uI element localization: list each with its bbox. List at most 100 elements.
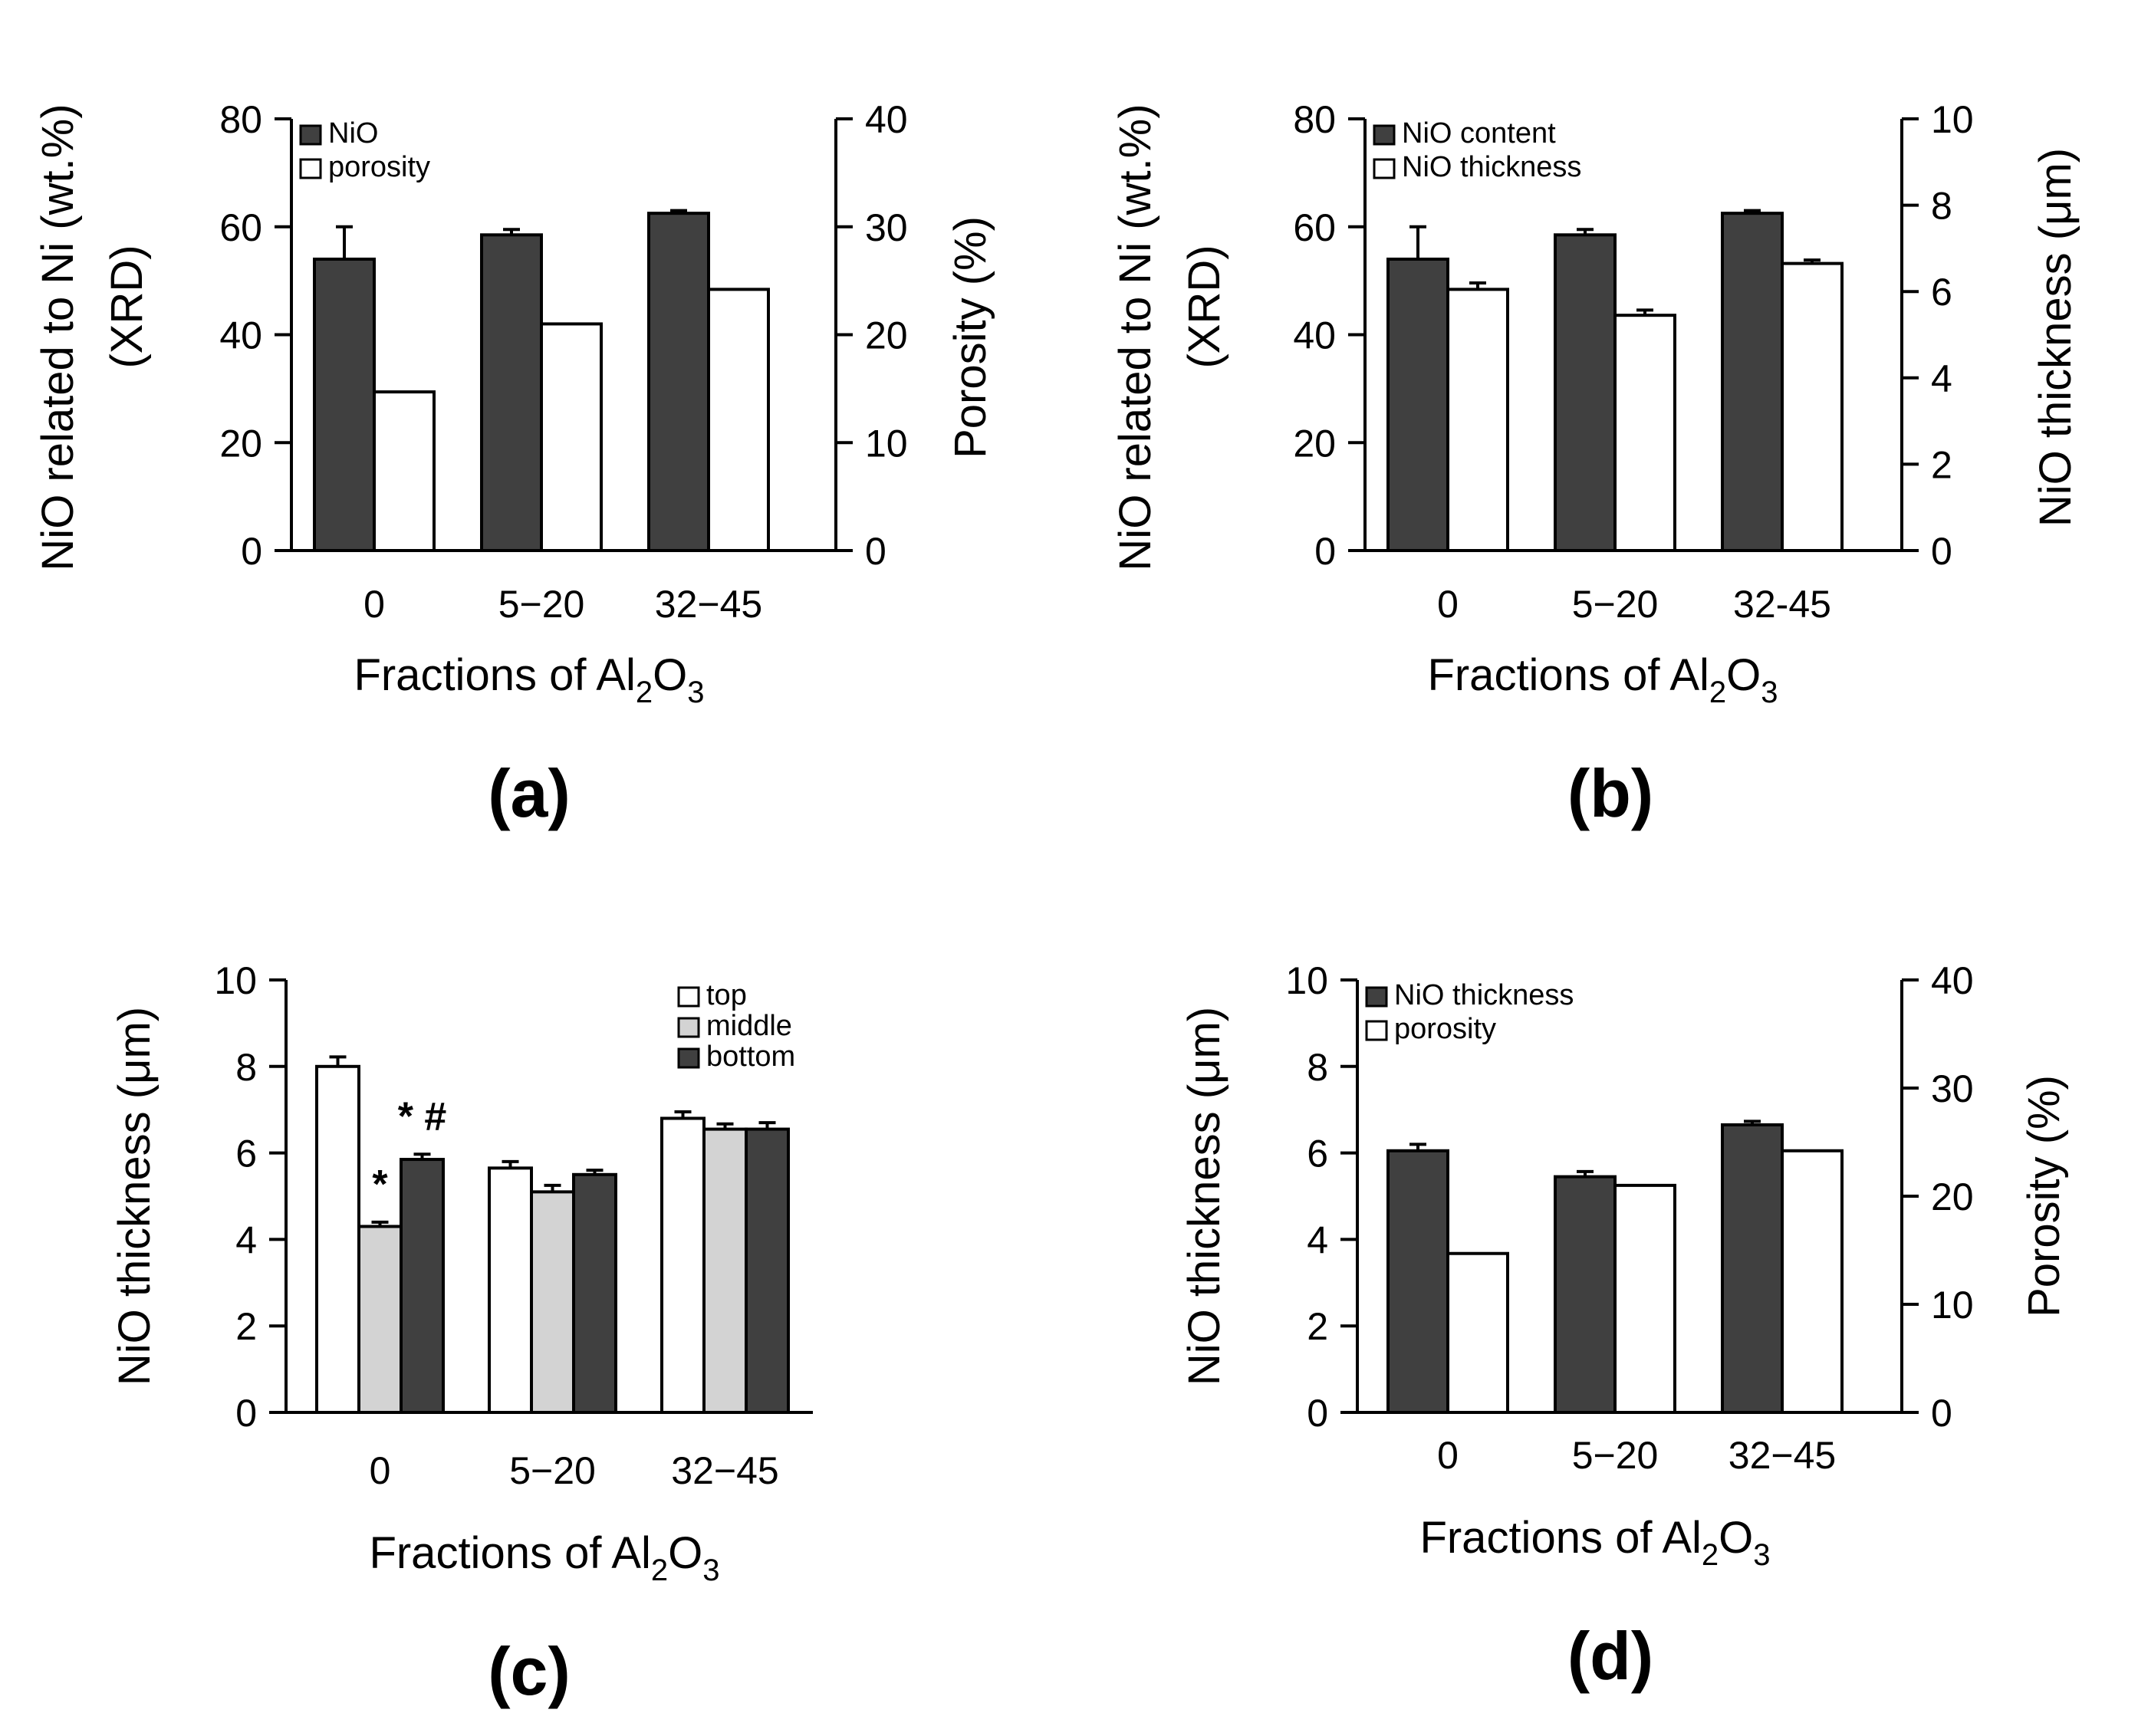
- x-axis-title: Fractions of Al2O3: [354, 650, 704, 709]
- right-tick-label: 8: [1931, 185, 1952, 228]
- bar-porosity: [707, 288, 770, 552]
- category-label: 5−20: [1572, 583, 1659, 626]
- left-tick-label: 80: [1293, 98, 1336, 141]
- category-label: 32-45: [1733, 583, 1831, 626]
- left-tick-label: 4: [235, 1218, 257, 1261]
- left-tick-label: 4: [1307, 1218, 1328, 1261]
- bar-nio-thickness: [1613, 314, 1676, 552]
- left-tick-label: 2: [235, 1305, 257, 1348]
- left-tick-label: 20: [219, 422, 262, 465]
- legend-label: NiO content: [1402, 117, 1556, 150]
- bar-nio-thickness: [1721, 1123, 1784, 1414]
- bar-nio-content: [1721, 212, 1784, 552]
- left-tick-label: 0: [1314, 530, 1336, 573]
- x-axis-title: Fractions of Al2O3: [1427, 650, 1778, 709]
- bar-nio-thickness: [1446, 288, 1509, 552]
- bar-porosity: [540, 322, 603, 552]
- x-axis-title-part: 2: [1709, 676, 1726, 709]
- chart-panel-c: 0 2 4 6 8 10 NiO thickness (μm) 0 5−20 32−45 ** # t…: [110, 959, 813, 1709]
- right-tick-label: 0: [1931, 530, 1952, 573]
- legend-swatch: [1373, 124, 1396, 146]
- panel-letter: (a): [488, 755, 571, 831]
- bar-middle: [702, 1127, 748, 1414]
- right-tick-label: 0: [1931, 1392, 1952, 1435]
- right-axis-title: Porosity (%): [946, 216, 995, 459]
- bar-top: [660, 1116, 706, 1414]
- legend-swatch: [1373, 158, 1396, 179]
- legend-label: NiO thickness: [1394, 979, 1574, 1011]
- legend-label: porosity: [1394, 1013, 1496, 1045]
- x-axis-title-part: 3: [702, 1554, 719, 1587]
- left-tick-label: 60: [219, 206, 262, 249]
- left-axis-title: NiO related to Ni (wt.%): [1110, 104, 1160, 570]
- right-axis-title: NiO thickness (μm): [2031, 148, 2080, 527]
- left-tick-label: 10: [1285, 959, 1328, 1002]
- bar-porosity: [1781, 1149, 1844, 1415]
- right-tick-label: 20: [865, 314, 908, 357]
- right-tick-label: 40: [865, 98, 908, 141]
- left-tick-label: 0: [1307, 1392, 1328, 1435]
- bar-porosity: [1446, 1251, 1509, 1414]
- right-tick-label: 6: [1931, 271, 1952, 314]
- panel-letter: (d): [1567, 1618, 1653, 1694]
- left-axis-title-line2: (XRD): [1179, 245, 1229, 368]
- x-axis-title-part: O: [1719, 1513, 1753, 1563]
- x-axis-title-part: Fractions of Al: [354, 650, 635, 700]
- right-tick-label: 4: [1931, 357, 1952, 400]
- left-tick-label: 6: [235, 1133, 257, 1175]
- left-tick-label: 2: [1307, 1305, 1328, 1348]
- bar-top: [315, 1064, 360, 1415]
- x-axis-title: Fractions of Al2O3: [369, 1528, 719, 1587]
- left-axis-title: NiO thickness (μm): [1179, 1007, 1229, 1386]
- bar-nio-content: [1386, 257, 1449, 552]
- left-tick-label: 0: [241, 530, 262, 573]
- bar-bottom: [400, 1158, 445, 1415]
- bar-middle: [530, 1190, 575, 1414]
- legend-swatch: [677, 1047, 700, 1069]
- x-axis-title-part: Fractions of Al: [1427, 650, 1709, 700]
- left-tick-label: 40: [1293, 314, 1336, 357]
- right-tick-label: 10: [1931, 1284, 1974, 1327]
- legend-label: NiO: [328, 117, 378, 150]
- bar-nio-thickness: [1554, 1175, 1617, 1414]
- x-axis-title-part: 2: [651, 1554, 668, 1587]
- significance-mark: * #: [398, 1094, 447, 1139]
- right-tick-label: 30: [1931, 1067, 1974, 1110]
- panel-letter: (c): [488, 1633, 571, 1709]
- bar-top: [488, 1166, 533, 1414]
- legend-swatch: [299, 124, 322, 146]
- legend-swatch: [1365, 1020, 1388, 1041]
- category-label: 32−45: [1728, 1434, 1836, 1477]
- x-axis-title-part: Fractions of Al: [369, 1528, 650, 1578]
- legend-swatch: [299, 158, 322, 179]
- left-tick-label: 80: [219, 98, 262, 141]
- left-axis-title: NiO thickness (μm): [110, 1007, 160, 1386]
- bar-porosity: [373, 390, 436, 552]
- right-tick-label: 2: [1931, 443, 1952, 486]
- left-tick-label: 40: [219, 314, 262, 357]
- category-label: 32−45: [671, 1449, 778, 1492]
- legend-swatch: [1365, 986, 1388, 1008]
- bar-nio: [480, 233, 543, 552]
- legend-label: NiO thickness: [1402, 151, 1581, 183]
- right-tick-label: 10: [1931, 98, 1974, 141]
- legend-swatch: [677, 1017, 700, 1038]
- bar-nio: [647, 212, 710, 552]
- category-label: 0: [1437, 583, 1459, 626]
- x-axis-title-part: 2: [636, 676, 653, 709]
- right-axis-title: Porosity (%): [2019, 1075, 2069, 1317]
- category-label: 5−20: [498, 583, 585, 626]
- bar-middle: [357, 1225, 403, 1414]
- x-axis-title-part: 3: [687, 676, 704, 709]
- x-axis-title-part: Fractions of Al: [1419, 1513, 1701, 1563]
- x-axis-title-part: 2: [1702, 1538, 1719, 1572]
- category-label: 0: [1437, 1434, 1459, 1477]
- x-axis-title-part: 3: [1761, 676, 1778, 709]
- x-axis-title-part: O: [653, 650, 687, 700]
- significance-mark: *: [372, 1162, 388, 1207]
- bar-nio-content: [1554, 233, 1617, 552]
